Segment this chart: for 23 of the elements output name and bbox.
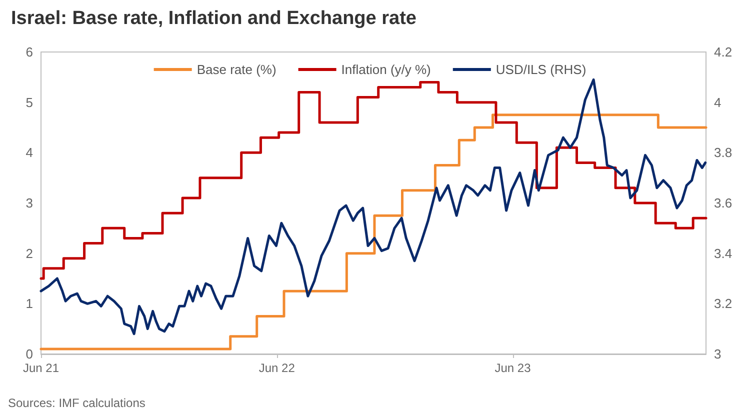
source-note: Sources: IMF calculations [8,396,146,410]
line-series [40,78,707,336]
x-tick-label: Jun 22 [258,361,296,375]
y-tick-label: 6 [26,44,33,60]
chart-title: Israel: Base rate, Inflation and Exchange rate [11,8,416,29]
y-tick-label: 3 [26,196,33,210]
y2-tick-label: 3.8 [714,145,732,160]
y-tick-label: 5 [26,94,33,110]
legend-label: Inflation (y/y %) [341,62,431,77]
y2-tick-label: 4 [714,94,722,110]
y2-tick-label: 4.2 [714,44,732,60]
x-tick-label: Jun 21 [22,361,60,375]
legend-label: USD/ILS (RHS) [496,62,586,77]
y2-tick-label: 3 [714,346,722,362]
y2-tick-label: 3.4 [714,246,732,261]
y-tick-label: 1 [26,296,33,312]
y-tick-label: 4 [26,145,33,160]
y2-tick-label: 3.2 [714,296,732,312]
legend-label: Base rate (%) [196,62,276,77]
x-tick-label: Jun 23 [494,361,532,375]
y2-tick-label: 3.6 [714,196,732,210]
y-tick-label: 2 [26,246,33,261]
y-tick-label: 0 [26,346,33,362]
